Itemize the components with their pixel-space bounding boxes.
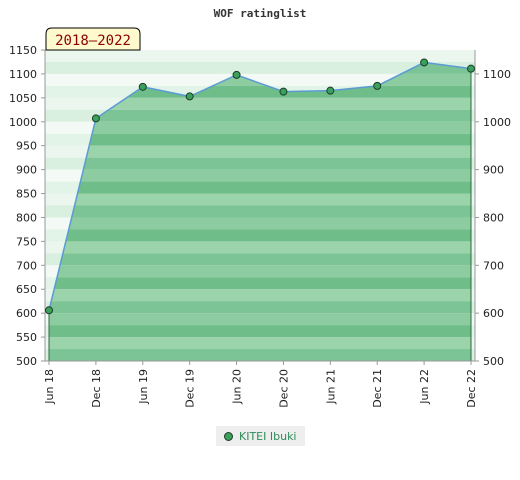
y-right-tick-label: 700: [483, 259, 504, 272]
area-band: [49, 325, 471, 338]
bg-band: [45, 61, 475, 74]
area-band: [49, 253, 471, 266]
area-band: [49, 193, 471, 206]
y-right-tick-label: 600: [483, 307, 504, 320]
x-tick-label: Jun 20: [231, 369, 244, 405]
y-right-tick-label: 800: [483, 211, 504, 224]
data-point: [91, 114, 100, 123]
y-tick-label: 650: [16, 283, 37, 296]
x-tick-label: Jun 19: [137, 369, 150, 405]
y-right-tick-label: 1100: [483, 68, 511, 81]
data-point: [420, 58, 429, 67]
area-band: [49, 265, 471, 278]
y-right-tick-label: 500: [483, 355, 504, 368]
area-band: [49, 109, 471, 122]
area-layer: [48, 61, 472, 361]
x-tick-label: Jun 21: [324, 369, 337, 405]
y-tick-label: 850: [16, 188, 37, 201]
y-axis-left: 500 550 600 650 700 750 800 850 900 950 1000 1050 11…: [9, 44, 45, 368]
y-right-tick-label: 1000: [483, 116, 511, 129]
legend-label: KITEI Ibuki: [239, 429, 297, 443]
chart-title: WOF ratinglist: [214, 7, 307, 20]
y-tick-label: 600: [16, 307, 37, 320]
area-band: [49, 229, 471, 242]
area-band: [49, 169, 471, 182]
badge-text: 2018–2022: [55, 33, 131, 49]
series-line: [48, 61, 472, 311]
y-tick-label: 1100: [9, 68, 37, 81]
year-range-badge: 2018–2022: [45, 27, 141, 51]
y-right-tick-label: 900: [483, 164, 504, 177]
series-points: [45, 58, 475, 315]
x-tick-label: Jun 22: [418, 369, 431, 405]
y-tick-label: 900: [16, 164, 37, 177]
data-point: [138, 82, 147, 91]
data-point: [232, 70, 241, 79]
x-tick-label: Dec 20: [277, 369, 290, 408]
y-axis-right: 500 600 700 800 900 1000 1100: [475, 68, 511, 368]
bg-band: [45, 50, 475, 62]
y-tick-label: 1050: [9, 92, 37, 105]
area-band: [49, 241, 471, 254]
x-tick-label: Dec 19: [184, 369, 197, 408]
area-fill: [49, 62, 471, 361]
x-tick-label: Dec 18: [90, 369, 103, 408]
y-tick-label: 1000: [9, 116, 37, 129]
data-point: [279, 87, 288, 96]
data-point: [467, 64, 475, 73]
area-band: [49, 133, 471, 146]
y-tick-label: 500: [16, 355, 37, 368]
area-band: [49, 145, 471, 158]
area-band: [49, 217, 471, 230]
y-tick-label: 950: [16, 140, 37, 153]
x-tick-label: Jun 18: [43, 369, 56, 405]
area-band: [49, 277, 471, 290]
area-band: [49, 181, 471, 194]
area-band: [49, 121, 471, 134]
x-tick-label: Dec 22: [465, 369, 478, 408]
area-band: [49, 313, 471, 326]
y-tick-label: 700: [16, 259, 37, 272]
y-tick-label: 800: [16, 211, 37, 224]
data-point: [45, 306, 53, 315]
area-band: [49, 289, 471, 302]
x-tick-label: Dec 21: [371, 369, 384, 408]
legend: KITEI Ibuki: [216, 426, 305, 446]
area-band: [49, 349, 471, 361]
area-band: [49, 337, 471, 350]
area-band: [49, 97, 471, 110]
area-band: [49, 301, 471, 314]
bg-band: [45, 73, 475, 86]
area-band: [49, 85, 471, 98]
y-tick-label: 550: [16, 331, 37, 344]
x-axis: Jun 18 Dec 18 Jun 19 Dec 19 Jun 20 Dec 20 Jun …: [43, 361, 478, 408]
data-point: [185, 92, 194, 101]
area-band: [49, 157, 471, 170]
badge-box: [45, 27, 141, 51]
y-tick-label: 750: [16, 235, 37, 248]
legend-marker-icon: [224, 431, 233, 441]
data-point: [326, 86, 335, 95]
area-band: [49, 205, 471, 218]
data-point: [373, 81, 382, 90]
y-tick-label: 1150: [9, 44, 37, 57]
